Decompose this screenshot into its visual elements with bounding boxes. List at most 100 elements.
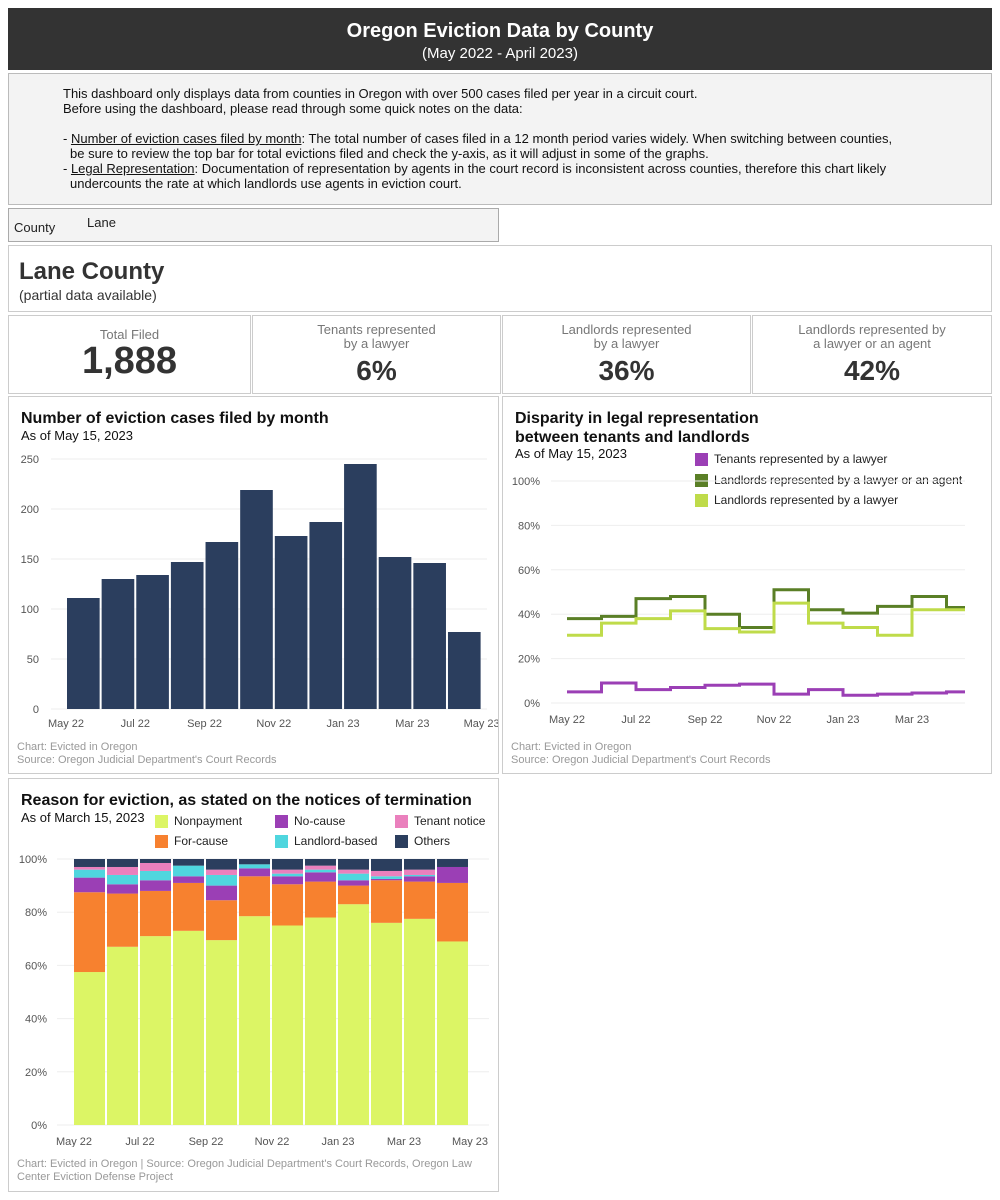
legend-for-cause: For-cause [155, 834, 228, 848]
stack-segment [74, 869, 105, 878]
x-tick-label: Jan 23 [327, 718, 360, 730]
stack-segment [305, 859, 336, 866]
stack-segment [173, 865, 204, 877]
stack-segment [107, 884, 138, 894]
stack-segment [305, 917, 336, 1125]
cases-chart-title: Number of eviction cases filed by month [21, 410, 329, 427]
note-1-text: : The total number of cases filed in a 1… [301, 131, 893, 146]
x-tick-label: Nov 22 [256, 718, 291, 730]
stack-segment [272, 925, 303, 1125]
stack-segment [74, 877, 105, 893]
note-2-continued: undercounts the rate at which landlords … [70, 176, 462, 191]
x-tick-label: Sep 22 [187, 718, 222, 730]
bar [378, 557, 412, 709]
stack-segment [140, 859, 171, 863]
note-1-link[interactable]: Number of eviction cases filed by month [70, 131, 302, 146]
note-2-prefix: - [63, 161, 71, 176]
y-tick-label: 0 [33, 704, 39, 716]
y-tick-label: 0% [31, 1120, 47, 1132]
bar [67, 598, 100, 709]
legend-landlords-lawyer: Landlords represented by a lawyer [695, 493, 898, 507]
stack-segment [140, 936, 171, 1125]
stack-segment [404, 859, 435, 870]
stack-segment [305, 869, 336, 873]
representation-chart-subtitle: As of May 15, 2023 [515, 446, 628, 461]
stat-label-2: by a lawyer [593, 336, 660, 351]
series-line [567, 681, 965, 697]
representation-chart-title-1: Disparity in legal representation [515, 410, 759, 427]
stack-segment [338, 904, 369, 1125]
note-2-link[interactable]: Legal Representation [70, 161, 195, 176]
stack-segment [239, 864, 270, 869]
stack-segment [74, 892, 105, 973]
legend-label: Landlords represented by a lawyer or an … [714, 473, 963, 487]
stat-label: Total Filed [99, 327, 160, 342]
stack-segment [206, 869, 237, 875]
legend-swatch [395, 814, 408, 828]
stack-segment [305, 865, 336, 870]
dashboard-header: Oregon Eviction Data by County (May 2022… [8, 8, 992, 70]
cases-by-month-panel: Number of eviction cases filed by month … [8, 396, 499, 774]
stack-segment [272, 873, 303, 877]
legend-label: Landlord-based [294, 834, 378, 848]
y-tick-label: 80% [518, 520, 540, 532]
y-tick-label: 60% [25, 960, 47, 972]
x-tick-label: Mar 23 [895, 714, 929, 726]
stack-segment [371, 878, 402, 881]
stack-segment [437, 882, 468, 942]
x-tick-label: Nov 22 [255, 1136, 290, 1147]
x-tick-label: Jul 22 [621, 714, 650, 726]
county-filter-label: County [14, 220, 56, 235]
stat-label: Landlords represented [561, 322, 692, 337]
x-tick-label: May 23 [452, 1136, 488, 1147]
county-data-note: (partial data available) [19, 287, 157, 303]
stack-segment [140, 862, 171, 871]
stat-landlords-lawyer: Landlords represented by a lawyer 36% [502, 315, 751, 394]
legend-label: Tenants represented by a lawyer [714, 452, 888, 466]
stack-segment [173, 859, 204, 866]
bar [136, 575, 169, 709]
stack-segment [206, 940, 237, 1125]
stack-segment [107, 946, 138, 1125]
stack-segment [338, 880, 369, 886]
legend-label: Tenant notice [414, 814, 486, 828]
reason-chart-subtitle: As of March 15, 2023 [21, 810, 145, 825]
representation-panel: Disparity in legal representation betwee… [502, 396, 992, 774]
series-line [567, 601, 965, 637]
legend-swatch [155, 834, 168, 848]
stack-segment [107, 874, 138, 885]
stat-value: 1,888 [81, 340, 178, 382]
legend-swatch [395, 834, 408, 848]
bar [447, 632, 481, 709]
stack-segment [107, 866, 138, 875]
stack-segment [272, 859, 303, 870]
legend-label: Others [414, 834, 451, 848]
x-tick-label: Nov 22 [757, 714, 792, 726]
stack-segment [239, 916, 270, 1125]
stat-total-filed: Total Filed 1,888 [8, 315, 251, 394]
county-filter[interactable]: County Lane [8, 208, 499, 242]
y-tick-label: 20% [518, 654, 540, 666]
x-tick-label: Jan 23 [826, 714, 859, 726]
reason-chart-title: Reason for eviction, as stated on the no… [21, 792, 472, 809]
x-tick-label: Jan 23 [321, 1136, 354, 1147]
cases-chart-credit: Chart: Evicted in Oregon [17, 741, 138, 753]
legend-label: No-cause [294, 814, 346, 828]
county-select[interactable]: Lane [87, 215, 116, 230]
y-tick-label: 50 [27, 654, 39, 666]
stack-segment [404, 869, 435, 875]
y-tick-label: 40% [25, 1014, 47, 1026]
legend-label: Nonpayment [174, 814, 243, 828]
representation-chart-source: Source: Oregon Judicial Department's Cou… [511, 754, 771, 766]
stat-label-2: a lawyer or an agent [813, 336, 931, 351]
notes-panel: This dashboard only displays data from c… [8, 73, 992, 205]
bar [205, 542, 239, 709]
note-2: - Legal Representation: Documentation of… [63, 161, 991, 176]
bar [309, 522, 343, 709]
bar [274, 536, 308, 709]
cases-chart-source: Source: Oregon Judicial Department's Cou… [17, 754, 277, 766]
stack-segment [140, 880, 171, 891]
reason-chart-source: Center Eviction Defense Project [17, 1171, 173, 1183]
stack-segment [272, 884, 303, 926]
stack-segment [404, 874, 435, 877]
